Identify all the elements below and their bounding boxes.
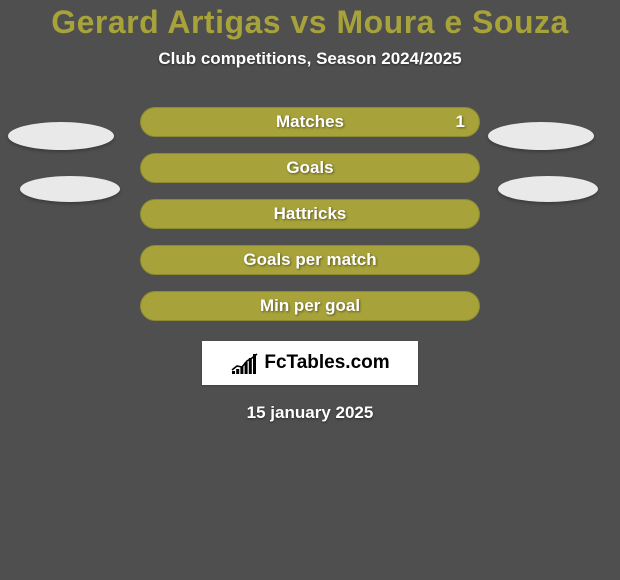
- stat-row-goals: Goals: [0, 153, 620, 183]
- stat-label: Matches: [276, 112, 344, 132]
- generated-date: 15 january 2025: [0, 403, 620, 423]
- stat-bar-matches: Matches 1: [140, 107, 480, 137]
- source-logo-text: FcTables.com: [264, 352, 389, 374]
- stat-bar-goals-per-match: Goals per match: [140, 245, 480, 275]
- stat-bar-hattricks: Hattricks: [140, 199, 480, 229]
- stat-bar-goals: Goals: [140, 153, 480, 183]
- barchart-icon: [230, 352, 258, 374]
- stat-label: Goals per match: [243, 250, 376, 270]
- stat-row-matches: Matches 1: [0, 107, 620, 137]
- stat-row-min-per-goal: Min per goal: [0, 291, 620, 321]
- barchart-icon-svg: [230, 352, 258, 374]
- stat-row-goals-per-match: Goals per match: [0, 245, 620, 275]
- stat-bar-min-per-goal: Min per goal: [140, 291, 480, 321]
- stat-value-right: 1: [456, 112, 465, 132]
- stat-label: Goals: [286, 158, 333, 178]
- source-logo: FcTables.com: [202, 341, 418, 385]
- subtitle: Club competitions, Season 2024/2025: [0, 49, 620, 69]
- stat-label: Min per goal: [260, 296, 360, 316]
- stat-label: Hattricks: [274, 204, 347, 224]
- stat-row-hattricks: Hattricks: [0, 199, 620, 229]
- comparison-infographic: Gerard Artigas vs Moura e Souza Club com…: [0, 0, 620, 580]
- page-title: Gerard Artigas vs Moura e Souza: [0, 0, 620, 41]
